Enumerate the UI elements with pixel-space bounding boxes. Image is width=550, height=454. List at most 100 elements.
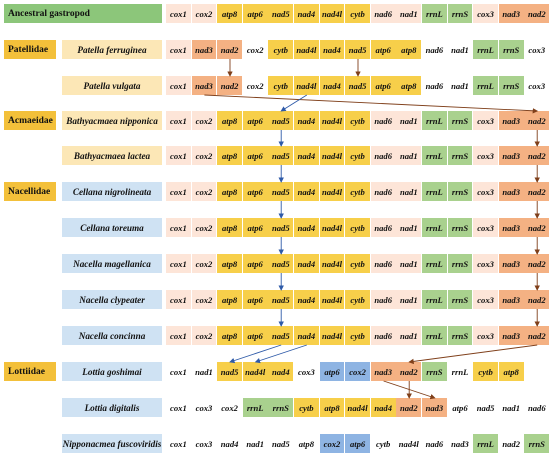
gene-cox3: cox3 [191, 398, 217, 417]
gene-cox3: cox3 [473, 146, 498, 165]
gene-cox3: cox3 [473, 111, 498, 130]
gene-nad3: nad3 [370, 362, 396, 381]
gene-rrnS: rrnS [447, 290, 473, 309]
gene-rrnS: rrnS [447, 4, 473, 23]
species-label: Nacella concinna [62, 326, 162, 345]
gene-nad2: nad2 [396, 362, 422, 381]
gene-nad4l: nad4l [319, 146, 345, 165]
gene-rrnL: rrnL [422, 146, 447, 165]
gene-nad2: nad2 [217, 76, 242, 95]
gene-cox2: cox2 [191, 182, 217, 201]
gene-cox3: cox3 [473, 290, 498, 309]
gene-nad3: nad3 [447, 434, 473, 453]
gene-nad3: nad3 [191, 76, 217, 95]
species-label: Cellana nigrolineata [62, 182, 162, 201]
gene-nad3: nad3 [498, 254, 524, 273]
gene-nad6: nad6 [370, 4, 396, 23]
gene-cox2: cox2 [191, 4, 217, 23]
gene-nad6: nad6 [370, 182, 396, 201]
gene-cox2: cox2 [345, 362, 370, 381]
gene-atp8: atp8 [217, 111, 242, 130]
gene-cytb: cytb [268, 76, 294, 95]
gene-atp8: atp8 [498, 362, 524, 381]
gene-atp8: atp8 [294, 434, 319, 453]
gene-cox2: cox2 [242, 76, 268, 95]
gene-cox2: cox2 [191, 111, 217, 130]
gene-atp8: atp8 [217, 182, 242, 201]
gene-cox1: cox1 [166, 4, 191, 23]
species-label: Cellana toreuma [62, 218, 162, 237]
gene-cox2: cox2 [191, 326, 217, 345]
gene-nad4: nad4 [319, 40, 345, 59]
gene-nad3: nad3 [498, 218, 524, 237]
gene-nad2: nad2 [524, 290, 550, 309]
gene-rrnS: rrnS [447, 146, 473, 165]
gene-cox3: cox3 [473, 254, 498, 273]
gene-atp6: atp6 [242, 326, 268, 345]
gene-cox1: cox1 [166, 254, 191, 273]
gene-nad4: nad4 [294, 290, 319, 309]
gene-atp8: atp8 [319, 398, 345, 417]
gene-cox1: cox1 [166, 326, 191, 345]
gene-rrnL: rrnL [422, 254, 447, 273]
gene-rrnS: rrnS [524, 434, 550, 453]
gene-nad5: nad5 [473, 398, 498, 417]
gene-nad5: nad5 [345, 76, 370, 95]
gene-cytb: cytb [268, 40, 294, 59]
gene-nad6: nad6 [370, 326, 396, 345]
gene-nad6: nad6 [422, 40, 447, 59]
gene-rrnS: rrnS [498, 76, 524, 95]
gene-nad4: nad4 [370, 398, 396, 417]
gene-nad1: nad1 [498, 398, 524, 417]
species-label: Lottia goshimai [62, 362, 162, 381]
species-label: Bathyacmaea lactea [62, 146, 162, 165]
gene-nad4l: nad4l [319, 218, 345, 237]
gene-cytb: cytb [294, 398, 319, 417]
gene-nad3: nad3 [422, 398, 447, 417]
gene-cox2: cox2 [191, 146, 217, 165]
gene-nad5: nad5 [217, 362, 242, 381]
gene-nad4: nad4 [294, 326, 319, 345]
gene-nad1: nad1 [396, 218, 422, 237]
gene-atp6: atp6 [242, 111, 268, 130]
gene-atp6: atp6 [242, 4, 268, 23]
species-label: Patella ferruginea [62, 40, 162, 59]
gene-nad1: nad1 [396, 326, 422, 345]
gene-nad2: nad2 [524, 182, 550, 201]
gene-nad1: nad1 [191, 362, 217, 381]
gene-cytb: cytb [345, 326, 370, 345]
gene-atp8: atp8 [396, 76, 422, 95]
gene-cox1: cox1 [166, 146, 191, 165]
gene-nad5: nad5 [268, 146, 294, 165]
gene-nad5: nad5 [268, 182, 294, 201]
gene-nad6: nad6 [370, 290, 396, 309]
gene-cox3: cox3 [473, 4, 498, 23]
gene-nad4: nad4 [319, 76, 345, 95]
gene-nad5: nad5 [268, 4, 294, 23]
gene-nad2: nad2 [498, 434, 524, 453]
gene-atp8: atp8 [396, 40, 422, 59]
gene-nad2: nad2 [524, 4, 550, 23]
gene-nad6: nad6 [370, 218, 396, 237]
gene-cytb: cytb [345, 182, 370, 201]
gene-nad6: nad6 [370, 111, 396, 130]
gene-nad4: nad4 [268, 362, 294, 381]
gene-nad4l: nad4l [396, 434, 422, 453]
gene-nad1: nad1 [447, 40, 473, 59]
gene-nad3: nad3 [498, 146, 524, 165]
gene-nad4: nad4 [294, 254, 319, 273]
gene-nad6: nad6 [370, 146, 396, 165]
gene-nad3: nad3 [498, 290, 524, 309]
gene-nad1: nad1 [396, 254, 422, 273]
gene-rrnL: rrnL [422, 111, 447, 130]
gene-nad4l: nad4l [242, 362, 268, 381]
gene-cox1: cox1 [166, 218, 191, 237]
gene-cox1: cox1 [166, 290, 191, 309]
gene-nad1: nad1 [447, 76, 473, 95]
gene-cox1: cox1 [166, 76, 191, 95]
gene-nad4l: nad4l [319, 326, 345, 345]
gene-nad4: nad4 [294, 111, 319, 130]
gene-cytb: cytb [345, 4, 370, 23]
gene-nad3: nad3 [498, 111, 524, 130]
family-label: Acmaeidae [4, 111, 56, 130]
